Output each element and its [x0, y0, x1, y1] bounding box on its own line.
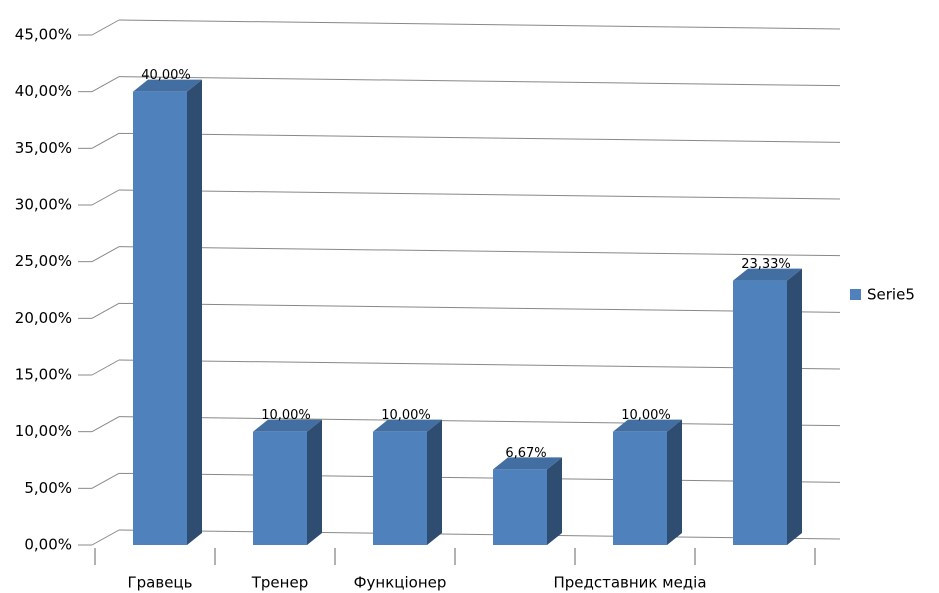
grid-line — [118, 302, 841, 313]
value-label: 10,00% — [261, 408, 311, 423]
y-tick-label: 45,00% — [15, 26, 72, 44]
grid-line — [91, 416, 120, 433]
bar-top — [253, 419, 322, 432]
bar-side — [307, 419, 322, 545]
value-label: 40,00% — [141, 68, 191, 83]
bar-side — [787, 268, 802, 545]
y-tick-label: 30,00% — [15, 196, 72, 214]
bar — [133, 91, 187, 546]
grid-line — [91, 189, 120, 206]
grid-line — [91, 529, 120, 546]
grid-line — [118, 76, 841, 87]
grid-line — [118, 246, 841, 257]
grid-line — [91, 472, 120, 489]
bar-side — [427, 419, 442, 545]
value-label: 10,00% — [621, 408, 671, 423]
bar-side — [667, 419, 682, 545]
x-tick-label: Тренер — [251, 574, 308, 592]
x-tick-label: Функціонер — [354, 574, 447, 592]
bar-top — [733, 268, 802, 281]
bar — [253, 431, 307, 545]
grid-line — [91, 359, 120, 376]
bar-top — [613, 419, 682, 432]
y-tick-label: 35,00% — [15, 139, 72, 157]
legend-label: Serie5 — [867, 286, 915, 304]
bar-top — [493, 457, 562, 470]
grid-line — [118, 529, 841, 540]
value-label: 6,67% — [505, 446, 546, 461]
bar-top — [133, 79, 202, 92]
bar-side — [187, 79, 202, 546]
grid-line — [91, 246, 120, 263]
grid-line — [118, 416, 841, 427]
grid-line — [118, 19, 841, 30]
y-tick-label: 25,00% — [15, 252, 72, 270]
legend-swatch — [850, 289, 861, 300]
grid-line — [118, 359, 841, 370]
grid-line — [91, 132, 120, 149]
grid-line — [91, 19, 120, 36]
grid-line — [91, 76, 120, 93]
y-tick-label: 10,00% — [15, 422, 72, 440]
bar-top — [373, 419, 442, 432]
grid-line — [118, 132, 841, 143]
bar-side — [547, 457, 562, 545]
grid-line — [118, 472, 841, 483]
bar — [733, 280, 787, 545]
x-tick-label: Представник медіа — [553, 574, 706, 592]
value-label: 23,33% — [741, 257, 791, 272]
grid-line — [91, 302, 120, 319]
bar — [493, 469, 547, 545]
value-label: 10,00% — [381, 408, 431, 423]
y-tick-label: 0,00% — [24, 536, 72, 554]
bar — [613, 431, 667, 545]
grid-line — [118, 189, 841, 200]
y-tick-label: 15,00% — [15, 366, 72, 384]
bar — [373, 431, 427, 545]
y-tick-label: 5,00% — [24, 479, 72, 497]
y-tick-label: 20,00% — [15, 309, 72, 327]
y-tick-label: 40,00% — [15, 82, 72, 100]
x-tick-label: Гравець — [128, 574, 193, 592]
